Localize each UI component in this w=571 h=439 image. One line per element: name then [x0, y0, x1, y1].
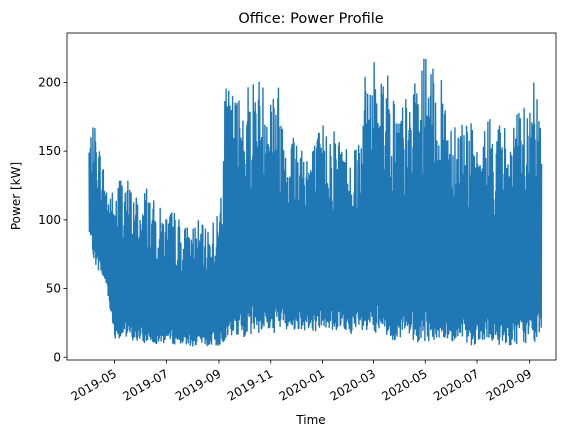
y-tick-label: 0 — [53, 350, 61, 364]
x-axis-label: Time — [295, 413, 325, 427]
x-tick-label: 2020-07 — [431, 366, 481, 403]
y-tick-label: 200 — [38, 75, 61, 89]
series-line — [88, 58, 543, 347]
x-tick-label: 2020-01 — [277, 366, 327, 403]
x-tick-label: 2019-09 — [173, 366, 223, 403]
x-tick-label: 2020-05 — [379, 366, 429, 403]
plot-area — [66, 32, 557, 361]
x-tick-label: 2020-03 — [328, 366, 378, 403]
x-tick-label: 2019-07 — [120, 366, 170, 403]
y-axis-label: Power [kW] — [9, 162, 23, 230]
plot-frame — [66, 32, 557, 361]
y-tick-label: 100 — [38, 213, 61, 227]
x-tick-label: 2019-05 — [69, 366, 119, 403]
y-tick-label: 50 — [46, 282, 61, 296]
y-tick-label: 150 — [38, 144, 61, 158]
y-axis: 0 50 100 150 200 — [38, 75, 67, 364]
x-tick-label: 2019-11 — [225, 366, 275, 403]
x-axis: 2019-05 2019-07 2019-09 2019-11 2020-01 2020-… — [69, 360, 534, 404]
chart-title: Office: Power Profile — [238, 11, 383, 27]
x-tick-label: 2020-09 — [484, 366, 534, 403]
series-layer — [88, 58, 543, 347]
